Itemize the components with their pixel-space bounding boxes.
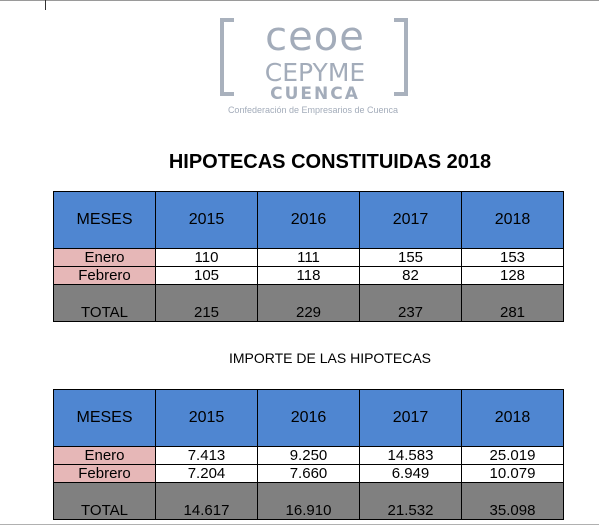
logo-right-bracket bbox=[394, 18, 408, 96]
total-cell: 229 bbox=[257, 284, 360, 322]
bottom-border bbox=[0, 524, 599, 525]
ceoe-cepyme-logo: ceoe CEPYME CUENCA Confederación de Empr… bbox=[218, 14, 408, 118]
header-cell: 2015 bbox=[155, 191, 258, 249]
header-cell: 2015 bbox=[155, 389, 258, 447]
total-cell: 14.617 bbox=[155, 482, 258, 520]
value-cell: 128 bbox=[461, 266, 564, 285]
month-cell: Enero bbox=[53, 446, 156, 465]
value-cell: 155 bbox=[359, 248, 462, 267]
total-label-cell: TOTAL bbox=[53, 284, 156, 322]
header-cell: 2018 bbox=[461, 191, 564, 249]
total-label-cell: TOTAL bbox=[53, 482, 156, 520]
logo-cuenca-text: CUENCA bbox=[270, 84, 360, 104]
total-row: TOTAL 14.617 16.910 21.532 35.098 bbox=[53, 482, 564, 520]
total-cell: 281 bbox=[461, 284, 564, 322]
value-cell: 9.250 bbox=[257, 446, 360, 465]
table-header-row: MESES 2015 2016 2017 2018 bbox=[53, 389, 564, 447]
top-border bbox=[0, 0, 599, 5]
value-cell: 7.204 bbox=[155, 464, 258, 483]
total-cell: 16.910 bbox=[257, 482, 360, 520]
hipotecas-table: MESES 2015 2016 2017 2018 Enero 110 111 … bbox=[53, 191, 564, 322]
table-row: Febrero 7.204 7.660 6.949 10.079 bbox=[53, 464, 564, 483]
value-cell: 105 bbox=[155, 266, 258, 285]
value-cell: 153 bbox=[461, 248, 564, 267]
month-cell: Febrero bbox=[53, 464, 156, 483]
header-cell: MESES bbox=[53, 191, 156, 249]
header-cell: 2016 bbox=[257, 191, 360, 249]
value-cell: 10.079 bbox=[461, 464, 564, 483]
value-cell: 7.413 bbox=[155, 446, 258, 465]
logo-subtitle: Confederación de Empresarios de Cuenca bbox=[227, 105, 399, 115]
header-cell: 2018 bbox=[461, 389, 564, 447]
total-row: TOTAL 215 229 237 281 bbox=[53, 284, 564, 322]
table-row: Febrero 105 118 82 128 bbox=[53, 266, 564, 285]
value-cell: 111 bbox=[257, 248, 360, 267]
header-cell: MESES bbox=[53, 389, 156, 447]
importe-title: IMPORTE DE LAS HIPOTECAS bbox=[228, 350, 431, 366]
header-cell: 2017 bbox=[359, 191, 462, 249]
total-cell: 215 bbox=[155, 284, 258, 322]
header-cell: 2016 bbox=[257, 389, 360, 447]
value-cell: 7.660 bbox=[257, 464, 360, 483]
table-row: Enero 7.413 9.250 14.583 25.019 bbox=[53, 446, 564, 465]
total-cell: 21.532 bbox=[359, 482, 462, 520]
month-cell: Febrero bbox=[53, 266, 156, 285]
value-cell: 118 bbox=[257, 266, 360, 285]
logo-cepyme-text: CEPYME bbox=[264, 58, 366, 87]
value-cell: 25.019 bbox=[461, 446, 564, 465]
logo-left-bracket bbox=[220, 18, 234, 96]
header-cell: 2017 bbox=[359, 389, 462, 447]
value-cell: 14.583 bbox=[359, 446, 462, 465]
importe-table: MESES 2015 2016 2017 2018 Enero 7.413 9.… bbox=[53, 389, 564, 520]
logo-ceoe-text: ceoe bbox=[265, 14, 365, 60]
total-cell: 237 bbox=[359, 284, 462, 322]
total-cell: 35.098 bbox=[461, 482, 564, 520]
value-cell: 110 bbox=[155, 248, 258, 267]
hipotecas-title: HIPOTECAS CONSTITUIDAS 2018 bbox=[168, 151, 492, 173]
table-row: Enero 110 111 155 153 bbox=[53, 248, 564, 267]
month-cell: Enero bbox=[53, 248, 156, 267]
top-marker bbox=[45, 0, 46, 10]
value-cell: 6.949 bbox=[359, 464, 462, 483]
table-header-row: MESES 2015 2016 2017 2018 bbox=[53, 191, 564, 249]
value-cell: 82 bbox=[359, 266, 462, 285]
